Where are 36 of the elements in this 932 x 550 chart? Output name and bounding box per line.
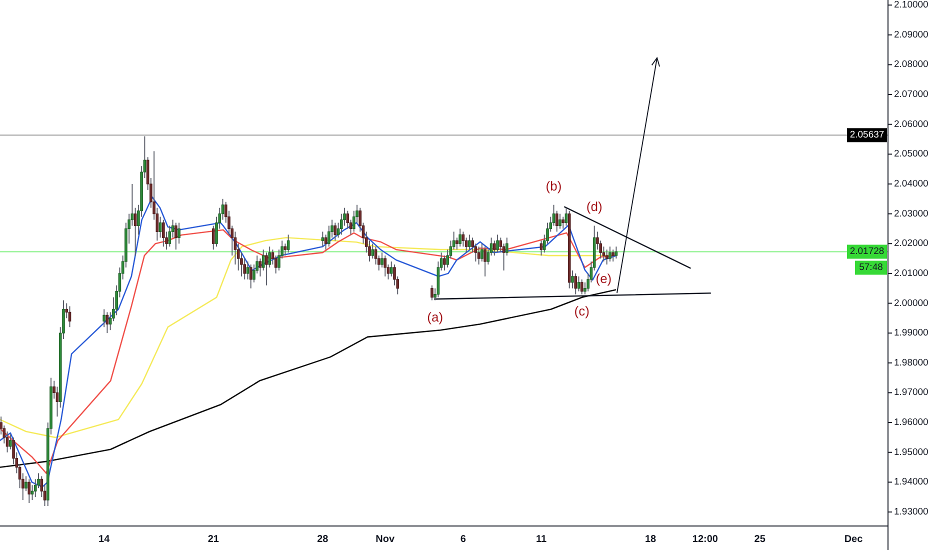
ref-line-label: 2.01728 (850, 246, 884, 258)
x-tick-label: 25 (754, 534, 766, 545)
y-tick-label: 2.04000 (894, 178, 928, 190)
annotation: (e) (596, 270, 612, 286)
y-tick-label: 2.06000 (894, 118, 928, 130)
x-tick-label: 21 (208, 534, 220, 545)
annotation: (d) (586, 199, 602, 214)
x-tick-label: Dec (844, 534, 864, 545)
annotation: (b) (546, 178, 562, 194)
y-tick-label: 1.98000 (894, 357, 928, 368)
y-tick-label: 2.01000 (894, 268, 928, 279)
x-tick-label: 28 (317, 534, 329, 545)
y-tick-label: 2.02000 (894, 238, 928, 250)
x-tick-label: 14 (98, 534, 110, 545)
y-tick-label: 1.93000 (894, 506, 928, 518)
y-tick-label: 1.99000 (894, 328, 928, 339)
x-tick-label: 18 (644, 534, 657, 545)
ref-line-label: 2.05637 (850, 130, 884, 141)
y-tick-label: 2.07000 (894, 89, 928, 100)
y-tick-label: 1.95000 (894, 446, 928, 458)
x-tick-label: Nov (376, 534, 395, 545)
annotation: (a) (427, 310, 444, 325)
y-tick-label: 2.00000 (894, 298, 928, 309)
y-tick-label: 1.94000 (894, 476, 928, 488)
y-tick-label: 1.96000 (894, 417, 928, 428)
y-tick-label: 2.03000 (894, 208, 928, 220)
y-tick-label: 2.10000 (894, 0, 928, 11)
annotation: (c) (574, 304, 590, 319)
x-tick-label: 12:00 (692, 534, 718, 545)
y-tick-label: 2.05000 (894, 148, 928, 160)
y-tick-label: 1.97000 (894, 387, 928, 398)
x-tick-label: 11 (536, 534, 547, 545)
y-tick-label: 2.09000 (894, 29, 928, 40)
x-tick-label: 6 (460, 534, 466, 545)
y-tick-label: 2.08000 (894, 59, 928, 70)
annotation: 57:48 (859, 262, 883, 274)
